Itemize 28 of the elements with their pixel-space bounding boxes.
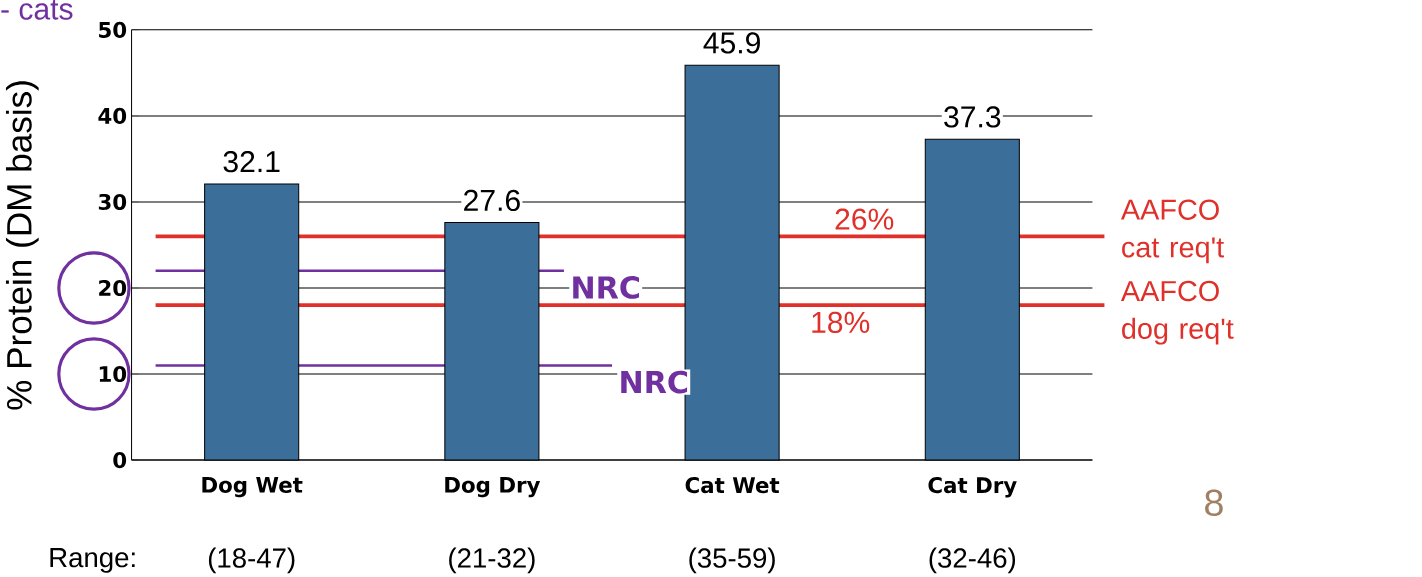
text: (21-32) (449, 547, 535, 574)
ref-line-label: 26% (835, 208, 894, 230)
text: AAFCO cat req't (1120, 199, 1224, 263)
x-tick-label: Dog Dry (445, 476, 541, 497)
text: (18-47) (208, 547, 295, 574)
ref-line-label: 18% (812, 311, 870, 333)
text: (32-46) (929, 547, 1016, 574)
text: Range: (50, 547, 135, 573)
y-axis-title: % Protein (DM basis) (5, 81, 39, 410)
data-label: 32.1 (223, 150, 280, 173)
data-label: 27.6 (464, 189, 520, 211)
text: (35-59) (689, 547, 775, 574)
y-tick-label: 0 (113, 451, 127, 468)
ref-line-label: NRC (573, 275, 640, 299)
x-tick-label: Cat Wet (685, 476, 780, 493)
y-tick-label: 50 (99, 21, 127, 38)
text: - cats (1, 0, 73, 20)
y-tick-label: 20 (99, 279, 127, 296)
y-tick-label: 30 (98, 193, 127, 210)
text: 8 (1205, 489, 1223, 516)
x-tick-label: Dog Wet (202, 476, 303, 497)
y-tick-label: 40 (98, 107, 127, 124)
x-tick-label: Cat Dry (928, 476, 1017, 498)
data-label: 37.3 (944, 106, 1001, 128)
y-tick-label: 10 (99, 365, 127, 382)
data-label: 45.9 (703, 32, 760, 54)
ref-line-label: NRC (621, 370, 688, 394)
text: AAFCO dog req't (1120, 280, 1234, 345)
